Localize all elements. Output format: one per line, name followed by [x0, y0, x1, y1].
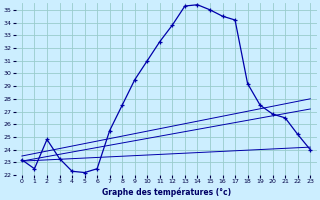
X-axis label: Graphe des températures (°c): Graphe des températures (°c)	[101, 187, 231, 197]
